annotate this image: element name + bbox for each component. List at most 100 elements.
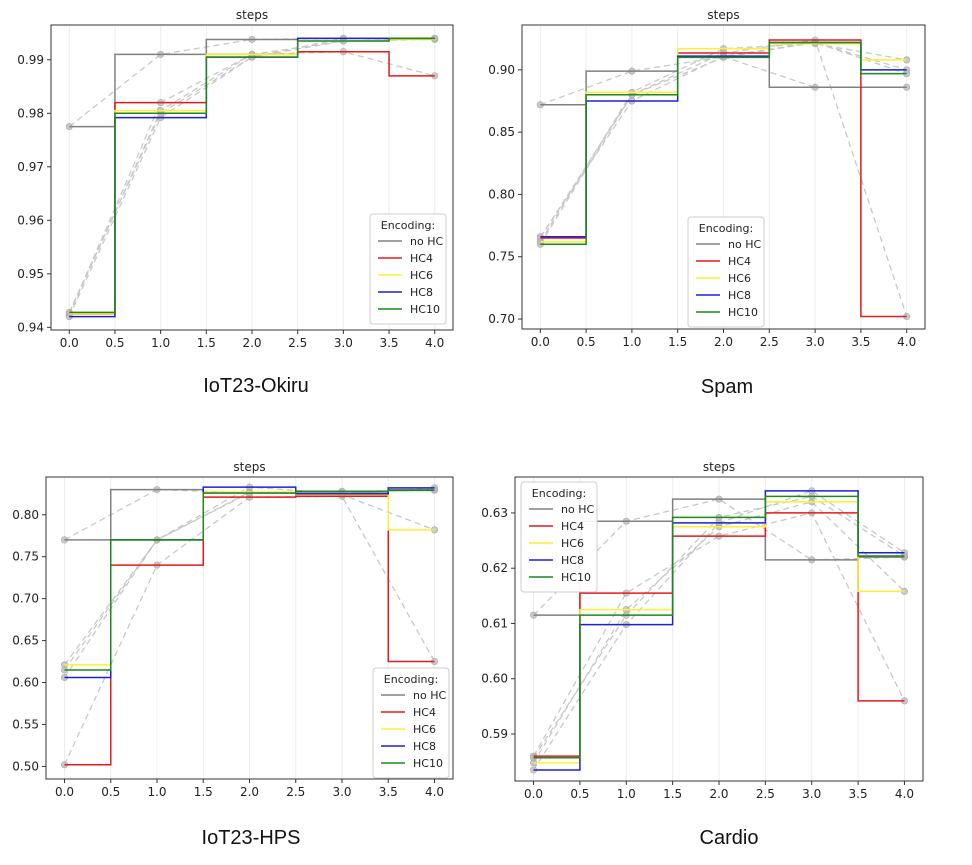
legend-label-no-hc: no HC: [410, 235, 443, 248]
legend: Encoding: no HC HC4 HC6 HC8 HC10: [369, 213, 447, 325]
y-tick-label: 0.59: [481, 727, 508, 741]
x-tick-label: 3.5: [379, 336, 398, 350]
x-tick-label: 3.0: [334, 336, 353, 350]
legend: Encoding: no HC HC4 HC6 HC8 HC10: [520, 481, 598, 593]
legend-label-hc8: HC8: [413, 740, 436, 753]
series-hc10-line: [64, 489, 435, 671]
x-tick-label: 0.0: [55, 785, 74, 799]
x-tick-label: 0.5: [570, 787, 589, 801]
legend: Encoding: no HC HC4 HC6 HC8 HC10: [687, 216, 765, 328]
y-tick-label: 0.60: [12, 676, 39, 690]
y-tick-label: 0.80: [12, 508, 39, 522]
x-tick-label: 3.5: [379, 785, 398, 799]
legend-title: Encoding:: [532, 487, 586, 500]
caption-cardio: Cardio: [699, 827, 759, 849]
legend-label-no-hc: no HC: [728, 238, 761, 251]
chart-2: steps 0.0 0.5 1.0 1.5 2.0 2.5 3.0 3.5 4.0 0.70 0.75…: [488, 8, 926, 349]
legend-label-hc4: HC4: [728, 255, 751, 268]
y-tick-label: 0.96: [17, 213, 44, 227]
y-tick-label: 0.70: [12, 592, 39, 606]
x-tick-label: 2.0: [709, 787, 728, 801]
x-tick-label: 1.5: [194, 785, 213, 799]
plot-frame: [45, 476, 454, 780]
x-tick-label: 1.5: [663, 787, 682, 801]
y-tick-label: 0.70: [488, 312, 515, 326]
x-tick-label: 0.5: [105, 336, 124, 350]
x-tick-label: 2.5: [760, 335, 779, 349]
chart-1: steps 0.0 0.5 1.0 1.5 2.0 2.5 3.0 3.5 4.0 0.94 0.95…: [17, 8, 454, 350]
legend-label-hc4: HC4: [561, 520, 584, 533]
x-tick-label: 0.0: [60, 336, 79, 350]
legend-label-hc6: HC6: [728, 272, 751, 285]
legend-label-hc6: HC6: [410, 269, 433, 282]
x-tick-label: 3.0: [802, 787, 821, 801]
y-tick-label: 0.60: [481, 672, 508, 686]
series-hc10-line: [540, 41, 907, 246]
y-tick-label: 0.55: [12, 717, 39, 731]
y-tick-label: 0.62: [481, 561, 508, 575]
legend-label-hc6: HC6: [561, 537, 584, 550]
x-tick-label: 1.0: [617, 787, 636, 801]
legend-label-hc10: HC10: [561, 571, 591, 584]
y-tick-label: 0.97: [17, 160, 44, 174]
x-tick-label: 2.0: [714, 335, 733, 349]
legend-title: Encoding:: [384, 673, 438, 686]
legend-label-no-hc: no HC: [561, 503, 594, 516]
legend-label-hc8: HC8: [561, 554, 584, 567]
caption-iot23-okiru: IoT23-Okiru: [203, 375, 309, 397]
dashed-trend-hc6: [63, 491, 435, 666]
x-tick-label: 3.0: [806, 335, 825, 349]
chart-title: steps: [707, 8, 739, 22]
x-tick-label: 2.0: [240, 785, 259, 799]
chart-3: steps 0.0 0.5 1.0 1.5 2.0 2.5 3.0 3.5 4.0 0.50 0.55…: [12, 460, 454, 799]
chart-title: steps: [233, 460, 265, 474]
legend-label-hc10: HC10: [410, 303, 440, 316]
legend-label-hc6: HC6: [413, 723, 436, 736]
x-tick-label: 1.0: [151, 336, 170, 350]
x-tick-label: 4.0: [425, 785, 444, 799]
x-tick-label: 0.5: [101, 785, 120, 799]
x-tick-label: 0.0: [524, 787, 543, 801]
x-tick-label: 2.5: [286, 785, 305, 799]
x-tick-label: 0.5: [577, 335, 596, 349]
x-tick-label: 1.5: [668, 335, 687, 349]
y-tick-label: 0.94: [17, 320, 44, 334]
caption-iot23-hps: IoT23-HPS: [201, 827, 301, 849]
plot-frame: [521, 24, 926, 330]
x-tick-label: 3.5: [849, 787, 868, 801]
legend: Encoding: no HC HC4 HC6 HC8 HC10: [372, 667, 450, 779]
chart-title: steps: [236, 8, 268, 22]
x-tick-label: 1.5: [197, 336, 216, 350]
series-hc10-line: [69, 37, 435, 314]
y-tick-label: 0.95: [17, 267, 44, 281]
legend-label-hc10: HC10: [413, 757, 443, 770]
caption-spam: Spam: [700, 376, 754, 398]
dashed-trend-hc4: [532, 512, 906, 757]
legend-title: Encoding:: [699, 222, 753, 235]
legend-label-hc8: HC8: [728, 289, 751, 302]
x-tick-label: 2.5: [756, 787, 775, 801]
legend-label-hc8: HC8: [410, 286, 433, 299]
plot-frame: [50, 24, 454, 331]
x-tick-label: 3.5: [851, 335, 870, 349]
y-tick-label: 0.50: [12, 759, 39, 773]
x-tick-label: 3.0: [332, 785, 351, 799]
y-tick-label: 0.75: [12, 550, 39, 564]
x-tick-label: 2.0: [242, 336, 261, 350]
y-tick-label: 0.75: [488, 250, 515, 264]
series-hc10-line: [533, 495, 905, 759]
legend-label-hc4: HC4: [410, 252, 433, 265]
y-tick-label: 0.98: [17, 106, 44, 120]
chart-4: steps 0.0 0.5 1.0 1.5 2.0 2.5 3.0 3.5 4.0 0.59 0.60…: [481, 460, 924, 801]
x-tick-label: 4.0: [897, 335, 916, 349]
y-tick-label: 0.61: [481, 616, 508, 630]
y-tick-label: 0.85: [488, 125, 515, 139]
y-tick-label: 0.65: [12, 634, 39, 648]
plot-frame: [514, 476, 924, 782]
x-tick-label: 1.0: [147, 785, 166, 799]
legend-label-no-hc: no HC: [413, 689, 446, 702]
legend-title: Encoding:: [381, 219, 435, 232]
y-tick-label: 0.99: [17, 53, 44, 67]
x-tick-label: 0.0: [531, 335, 550, 349]
